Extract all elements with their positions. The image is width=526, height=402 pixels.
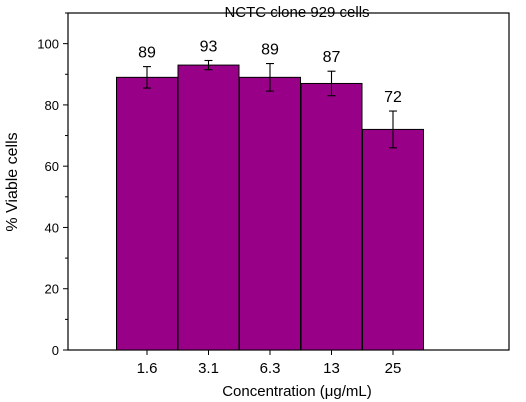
y-tick-label: 0: [52, 343, 59, 358]
data-label: 89: [138, 45, 156, 62]
bar-13: [300, 82, 363, 351]
x-axis-label: Concentration (μg/mL): [222, 383, 372, 400]
x-tick-label: 6.3: [260, 360, 281, 377]
data-label: 93: [200, 38, 218, 55]
y-tick-label: 80: [45, 98, 59, 113]
y-axis-label: % Viable cells: [4, 132, 21, 231]
data-label: 72: [384, 89, 402, 106]
bar-6.3: [239, 76, 301, 351]
x-tick-label: 25: [385, 360, 402, 377]
bar-3.1: [177, 64, 240, 351]
y-tick-label: 60: [45, 159, 59, 174]
plot-area: 0 20 40 60 80 100 1.6 89 3.1 93 6.3 89 13 87 25 72: [37, 12, 510, 377]
x-tick-label: 13: [323, 360, 340, 377]
y-tick-label: 100: [37, 37, 59, 52]
data-label: 89: [261, 42, 279, 59]
x-tick-label: 1.6: [137, 360, 158, 377]
y-tick-label: 40: [45, 220, 59, 235]
bar-1.6: [116, 76, 178, 351]
data-label: 87: [323, 49, 341, 66]
bar-25: [362, 128, 424, 351]
y-tick-label: 20: [45, 282, 59, 297]
x-tick-label: 3.1: [198, 360, 219, 377]
